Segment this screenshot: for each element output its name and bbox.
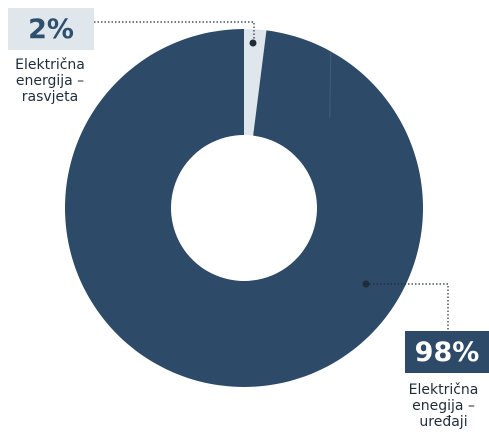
- slice-divider: [329, 51, 332, 118]
- callout-dot-rasvjeta: [249, 39, 257, 47]
- donut-slice-0: [244, 29, 267, 136]
- slice-label-rasvjeta: Električna energija – rasvjeta: [15, 57, 85, 105]
- donut-slice-1: [64, 29, 423, 387]
- percent-badge-rasvjeta: 2%: [8, 8, 94, 50]
- callout-line-uredaji: [366, 283, 449, 331]
- callout-line-rasvjeta: [94, 21, 255, 43]
- slice-label-uredaji: Električna enegija – uređaji: [408, 382, 479, 430]
- percent-badge-uredaji: 98%: [405, 331, 489, 373]
